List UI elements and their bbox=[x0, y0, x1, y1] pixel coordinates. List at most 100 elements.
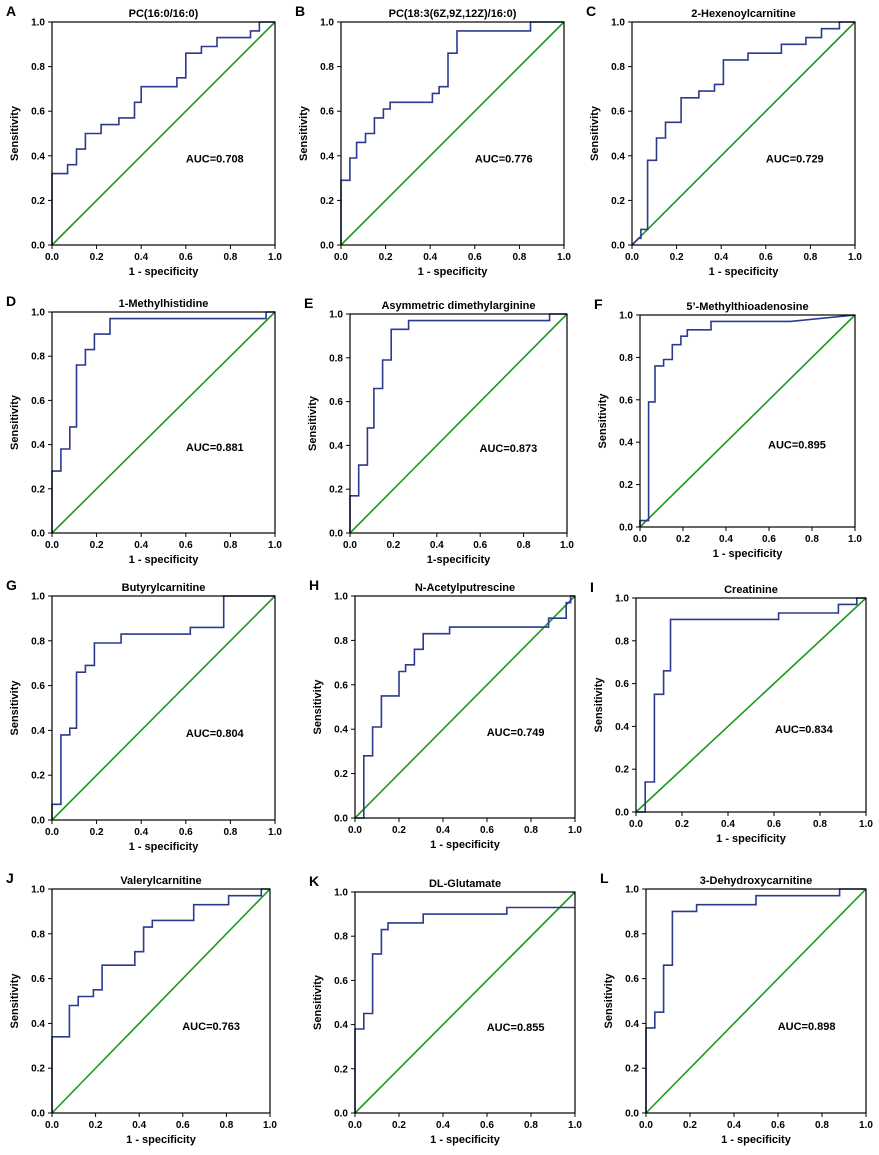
x-tick-label-a: 0.6 bbox=[179, 252, 193, 263]
y-tick-label-c: 0.8 bbox=[611, 62, 625, 73]
panel-c: 0.0 0.2 0.4 0.6 0.8 1.0 0.0 0.2 0.4 0.6 0.8 1.0 2-He… bbox=[586, 3, 862, 278]
plot-frame-j bbox=[51, 888, 271, 1114]
x-tick-label-l: 0.6 bbox=[771, 1120, 785, 1131]
y-tick-label-i: 0.8 bbox=[615, 636, 629, 647]
reference-diagonal-b bbox=[340, 21, 565, 246]
x-tick-label-c: 1.0 bbox=[848, 252, 862, 263]
reference-diagonal-d bbox=[51, 311, 276, 534]
y-tick-label-h: 0.4 bbox=[334, 725, 348, 736]
x-tick-label-b: 0.4 bbox=[423, 252, 437, 263]
x-tick-label-h: 0.6 bbox=[480, 825, 494, 836]
x-tick-label-a: 0.0 bbox=[45, 252, 59, 263]
x-tick-label-a: 0.4 bbox=[134, 252, 148, 263]
x-tick-label-k: 0.4 bbox=[436, 1120, 450, 1131]
panel-title-d: 1-Methylhistidine bbox=[119, 298, 209, 310]
y-tick-label-l: 0.2 bbox=[625, 1064, 639, 1075]
reference-diagonal-f bbox=[639, 314, 856, 528]
y-tick-label-k: 0.8 bbox=[334, 932, 348, 943]
panel-b: 0.0 0.2 0.4 0.6 0.8 1.0 0.0 0.2 0.4 0.6 0.8 1.0 PC(1… bbox=[295, 3, 571, 278]
x-tick-label-e: 0.8 bbox=[517, 540, 531, 551]
y-tick-label-k: 0.6 bbox=[334, 976, 348, 987]
x-tick-label-e: 0.2 bbox=[386, 540, 400, 551]
y-tick-label-e: 0.4 bbox=[329, 441, 343, 452]
y-tick-label-h: 1.0 bbox=[334, 592, 348, 603]
panel-title-b: PC(18:3(6Z,9Z,12Z)/16:0) bbox=[389, 8, 517, 20]
panel-letter-f: F bbox=[594, 296, 603, 312]
auc-label-i: AUC=0.834 bbox=[775, 724, 834, 736]
x-tick-label-c: 0.4 bbox=[714, 252, 728, 263]
y-tick-label-l: 0.6 bbox=[625, 974, 639, 985]
roc-curve-g bbox=[51, 595, 275, 820]
y-tick-label-h: 0.8 bbox=[334, 636, 348, 647]
x-tick-label-c: 0.0 bbox=[625, 252, 639, 263]
x-axis-label-k: 1 - specificity bbox=[430, 1134, 501, 1146]
plot-frame-i bbox=[635, 597, 867, 813]
x-tick-label-e: 1.0 bbox=[560, 540, 574, 551]
auc-label-l: AUC=0.898 bbox=[778, 1021, 836, 1033]
roc-curve-i bbox=[636, 597, 866, 813]
panel-letter-c: C bbox=[586, 3, 596, 19]
x-tick-label-h: 0.0 bbox=[348, 825, 362, 836]
panel-l: 0.0 0.2 0.4 0.6 0.8 1.0 0.0 0.2 0.4 0.6 0.8 1.0 3-De… bbox=[600, 870, 873, 1146]
y-tick-label-g: 0.4 bbox=[31, 726, 45, 737]
x-tick-label-b: 0.2 bbox=[379, 252, 393, 263]
auc-label-f: AUC=0.895 bbox=[768, 440, 826, 452]
panel-title-k: DL-Glutamate bbox=[429, 878, 501, 890]
y-axis-label-c: Sensitivity bbox=[589, 105, 601, 161]
x-tick-label-f: 0.8 bbox=[805, 534, 819, 545]
x-tick-label-d: 0.2 bbox=[90, 540, 104, 551]
y-tick-label-f: 0.4 bbox=[619, 438, 633, 449]
y-tick-label-d: 0.0 bbox=[31, 529, 45, 540]
x-tick-label-g: 0.8 bbox=[223, 827, 237, 838]
x-tick-label-b: 0.0 bbox=[334, 252, 348, 263]
y-tick-label-b: 0.0 bbox=[320, 241, 334, 252]
plot-frame-g bbox=[51, 595, 276, 821]
roc-curve-a bbox=[51, 21, 275, 245]
x-tick-label-b: 0.8 bbox=[512, 252, 526, 263]
y-tick-label-f: 0.6 bbox=[619, 395, 633, 406]
x-tick-label-e: 0.4 bbox=[430, 540, 444, 551]
panel-title-l: 3-Dehydroxycarnitine bbox=[700, 875, 812, 887]
x-tick-label-a: 1.0 bbox=[268, 252, 282, 263]
x-axis-label-j: 1 - specificity bbox=[126, 1134, 197, 1146]
plot-frame-b bbox=[340, 21, 565, 246]
x-tick-label-k: 0.8 bbox=[524, 1120, 538, 1131]
y-axis-label-b: Sensitivity bbox=[298, 105, 310, 161]
panel-g: 0.0 0.2 0.4 0.6 0.8 1.0 0.0 0.2 0.4 0.6 0.8 1.0 Buty… bbox=[6, 577, 282, 853]
x-tick-label-g: 0.4 bbox=[134, 827, 148, 838]
panel-letter-b: B bbox=[295, 3, 305, 19]
y-tick-label-d: 0.4 bbox=[31, 440, 45, 451]
y-tick-label-j: 0.4 bbox=[31, 1019, 45, 1030]
x-tick-label-g: 0.2 bbox=[90, 827, 104, 838]
x-tick-label-g: 0.0 bbox=[45, 827, 59, 838]
x-tick-label-e: 0.6 bbox=[473, 540, 487, 551]
y-tick-label-c: 0.2 bbox=[611, 196, 625, 207]
y-axis-label-k: Sensitivity bbox=[312, 974, 324, 1030]
y-tick-label-g: 0.0 bbox=[31, 816, 45, 827]
panel-h: 0.0 0.2 0.4 0.6 0.8 1.0 0.0 0.2 0.4 0.6 0.8 1.0 N-Ac… bbox=[309, 577, 582, 851]
y-tick-label-e: 0.8 bbox=[329, 353, 343, 364]
roc-curve-d bbox=[51, 311, 275, 533]
y-tick-label-b: 0.8 bbox=[320, 62, 334, 73]
x-tick-label-j: 0.6 bbox=[176, 1120, 190, 1131]
panel-title-f: 5’-Methylthioadenosine bbox=[686, 301, 808, 313]
auc-label-c: AUC=0.729 bbox=[766, 153, 824, 165]
panel-title-a: PC(16:0/16:0) bbox=[129, 8, 199, 20]
x-tick-label-i: 0.6 bbox=[767, 819, 781, 830]
auc-label-d: AUC=0.881 bbox=[186, 442, 244, 454]
plot-frame-l bbox=[645, 888, 867, 1114]
y-tick-label-c: 1.0 bbox=[611, 18, 625, 29]
x-tick-label-h: 0.4 bbox=[436, 825, 450, 836]
x-tick-label-h: 0.2 bbox=[392, 825, 406, 836]
roc-curve-k bbox=[354, 906, 575, 1113]
y-tick-label-g: 0.2 bbox=[31, 771, 45, 782]
panel-title-h: N-Acetylputrescine bbox=[415, 582, 515, 594]
panel-letter-j: J bbox=[6, 870, 14, 886]
y-tick-label-j: 1.0 bbox=[31, 885, 45, 896]
x-tick-label-f: 0.0 bbox=[633, 534, 647, 545]
x-tick-label-a: 0.8 bbox=[223, 252, 237, 263]
y-tick-label-c: 0.0 bbox=[611, 241, 625, 252]
y-axis-label-i: Sensitivity bbox=[593, 677, 605, 733]
x-tick-label-j: 0.4 bbox=[132, 1120, 146, 1131]
y-tick-label-b: 1.0 bbox=[320, 18, 334, 29]
